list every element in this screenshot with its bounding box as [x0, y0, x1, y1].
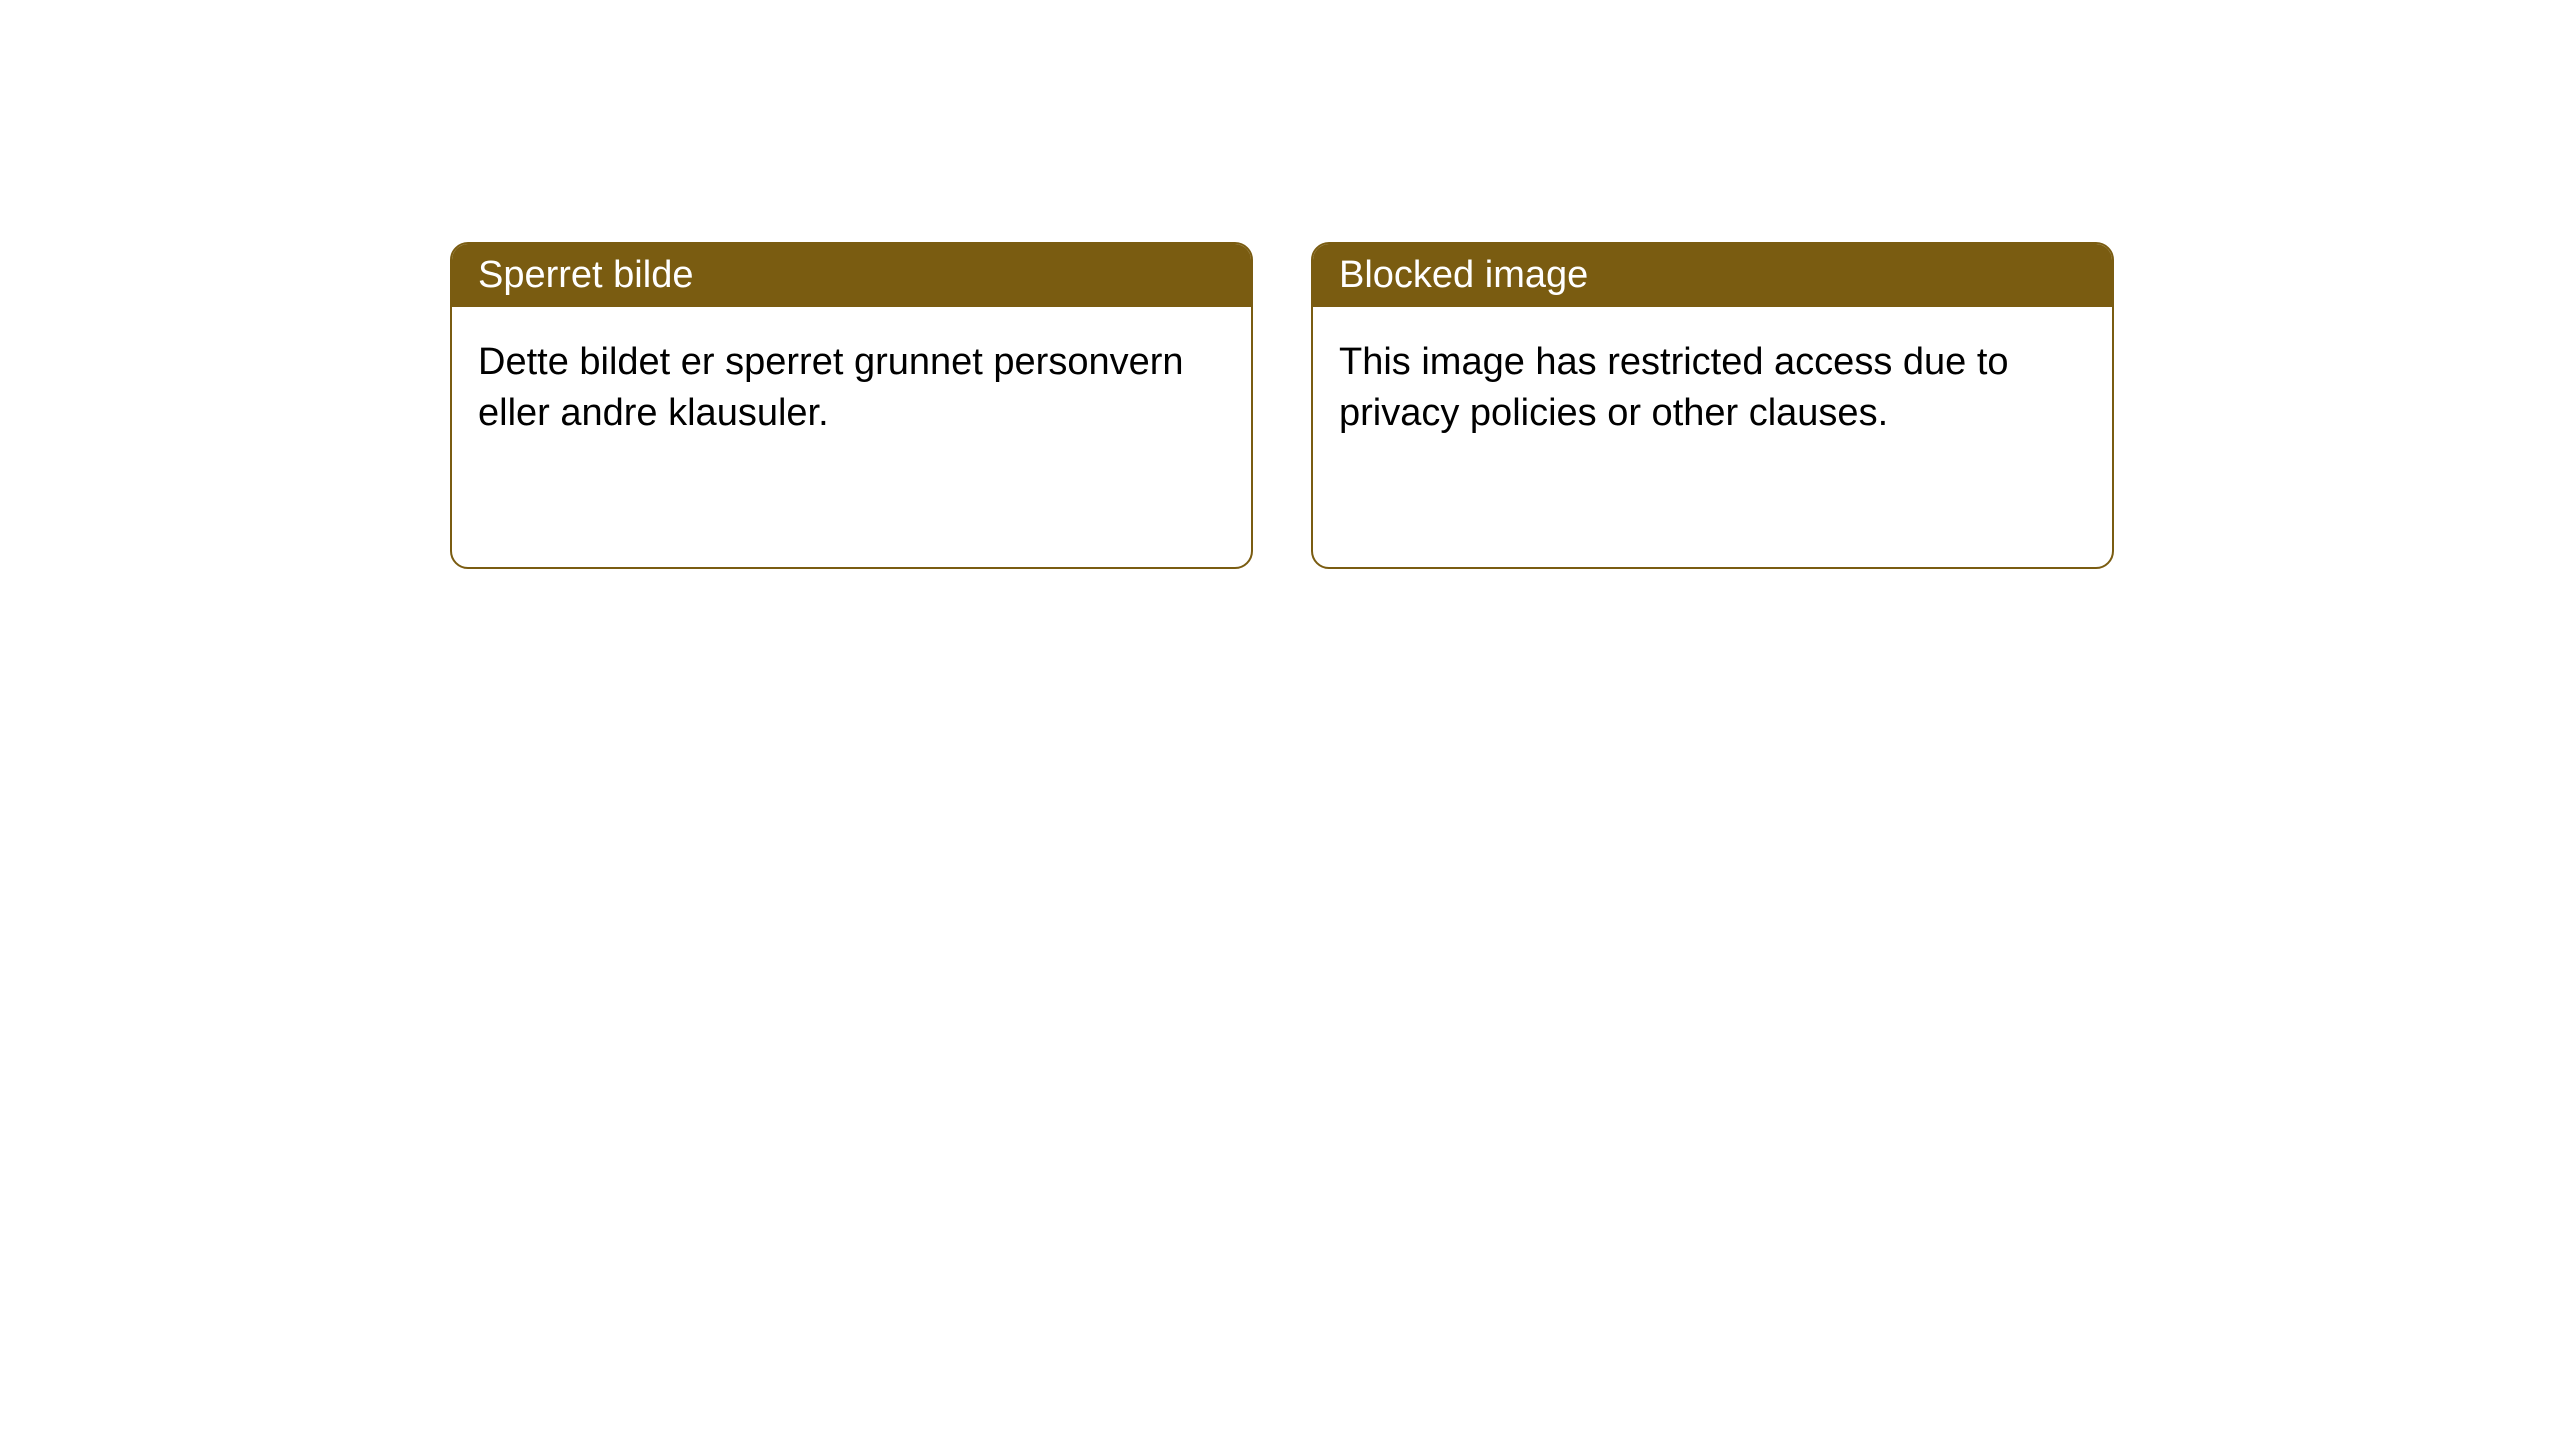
- notice-body: Dette bildet er sperret grunnet personve…: [452, 307, 1251, 567]
- notice-card-norwegian: Sperret bilde Dette bildet er sperret gr…: [450, 242, 1253, 569]
- notice-container: Sperret bilde Dette bildet er sperret gr…: [0, 0, 2560, 569]
- notice-card-english: Blocked image This image has restricted …: [1311, 242, 2114, 569]
- notice-body: This image has restricted access due to …: [1313, 307, 2112, 567]
- notice-header: Sperret bilde: [452, 244, 1251, 307]
- notice-header: Blocked image: [1313, 244, 2112, 307]
